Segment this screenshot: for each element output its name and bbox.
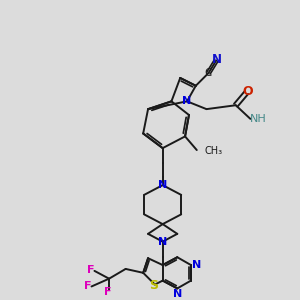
Text: N: N <box>158 237 167 247</box>
Text: F: F <box>84 281 92 292</box>
Text: S: S <box>149 279 158 292</box>
Text: O: O <box>242 85 253 98</box>
Text: CH₃: CH₃ <box>205 146 223 156</box>
Text: N: N <box>192 260 201 270</box>
Text: N: N <box>158 180 167 190</box>
Text: N: N <box>182 96 192 106</box>
Text: N: N <box>173 290 182 299</box>
Text: NH: NH <box>250 114 266 124</box>
Text: C: C <box>205 68 212 78</box>
Text: F: F <box>87 265 94 275</box>
Text: F: F <box>104 287 112 297</box>
Text: N: N <box>212 53 222 66</box>
